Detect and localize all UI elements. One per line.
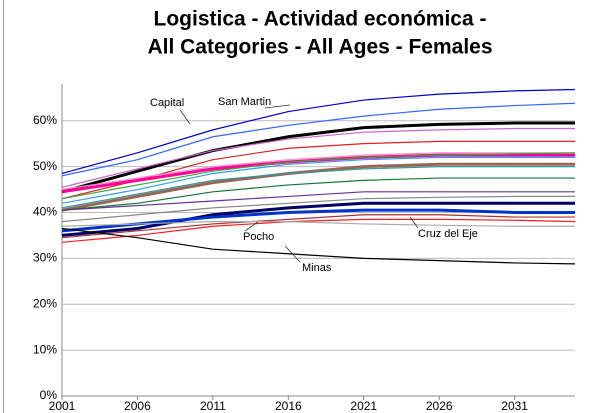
annotation-leader [284, 245, 301, 263]
chart-title: Logistica - Actividad económica - [154, 8, 487, 31]
series-line [61, 218, 576, 243]
x-tick-label: 2001 [49, 399, 76, 413]
y-tick-label: 60% [33, 113, 57, 127]
annotation-leader [179, 109, 191, 125]
y-tick-label: 20% [33, 296, 57, 310]
x-tick-label: 2011 [200, 399, 226, 413]
chart-title: All Categories - All Ages - Females [147, 36, 492, 59]
y-tick-label: 40% [33, 205, 57, 219]
x-tick-label: 2016 [275, 399, 302, 413]
series-line [61, 165, 575, 209]
series-line [61, 208, 575, 233]
annotation: San Martin [218, 96, 271, 108]
series-line [61, 177, 575, 211]
series-line [61, 140, 575, 200]
series-line [61, 195, 575, 223]
series-line [61, 227, 576, 265]
x-tick-label: 2021 [350, 399, 377, 413]
annotation: Cruz del Eje [418, 228, 478, 240]
annotation-leader [409, 216, 419, 229]
x-tick-label: 2026 [426, 399, 453, 413]
annotation: Minas [302, 262, 332, 274]
annotation-leader [244, 221, 259, 232]
annotation: Capital [150, 97, 184, 109]
series-line [61, 191, 575, 211]
series-line [61, 127, 575, 188]
series-line [61, 88, 576, 175]
series-line [61, 152, 575, 191]
series-line [61, 162, 575, 212]
x-tick-label: 2006 [124, 399, 151, 413]
annotation-leader [264, 104, 291, 109]
y-tick-label: 10% [33, 342, 57, 356]
y-tick-label: 50% [33, 159, 57, 173]
series-line [61, 121, 575, 194]
y-tick-label: 30% [33, 251, 57, 265]
series-line [61, 102, 576, 177]
series-line [61, 214, 575, 239]
series-line [61, 221, 575, 227]
y-tick-label: 0% [40, 388, 58, 402]
annotation: Pocho [243, 231, 274, 243]
series-line [61, 152, 576, 200]
series-line [61, 156, 575, 204]
x-tick-label: 2031 [501, 399, 528, 413]
series-line [61, 201, 575, 237]
